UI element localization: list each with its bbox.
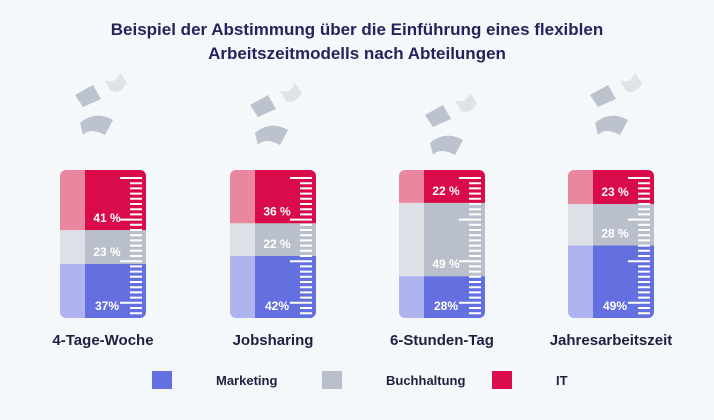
bar-segment-light [60,230,85,264]
category-label: 4-Tage-Woche [52,332,153,349]
data-label: 49 % [432,257,460,271]
paper-decoration-icon [75,73,127,135]
data-label: 22 % [263,237,291,251]
bar-jahresarbeitszeit [568,170,654,318]
paper-sheet [595,115,628,135]
title-line-1: Beispiel der Abstimmung über die Einführ… [110,20,604,39]
bar-segment-light [568,245,593,318]
category-label: Jahresarbeitszeit [550,332,673,349]
bar-segment-light [60,263,85,318]
bar-4-tage-woche [60,170,146,318]
paper-sheet [80,115,113,135]
legend-swatch-marketing [152,371,172,389]
paper-decoration-icon [590,73,642,135]
bar-segment-light [399,170,424,203]
paper-sheet [455,93,477,112]
legend-swatch-it [492,371,512,389]
data-label: 41 % [93,211,121,225]
chart-title: Beispiel der Abstimmung über die Einführ… [0,18,714,66]
paper-sheet [75,85,101,107]
paper-sheet [105,73,127,92]
bar-segment-it [424,170,485,203]
legend-label-it: IT [556,373,568,388]
bar-segment-light [60,170,85,231]
bar-jobsharing [230,170,316,318]
data-label: 49% [603,299,627,313]
data-label: 23 % [93,245,121,259]
paper-sheet [590,85,616,107]
bar-segment-light [568,204,593,246]
legend-swatch-buchhaltung [322,371,342,389]
paper-sheet [280,83,302,102]
data-label: 42% [265,299,289,313]
paper-sheet [255,125,288,145]
data-label: 37% [95,299,119,313]
legend-label-marketing: Marketing [216,373,277,388]
bar-segment-light [230,223,255,256]
paper-sheet [430,135,463,155]
data-label: 28% [434,299,458,313]
legend-label-buchhaltung: Buchhaltung [386,373,465,388]
bar-segment-light [399,276,424,318]
category-label: Jobsharing [233,332,314,349]
data-label: 36 % [263,204,291,218]
data-label: 22 % [432,184,460,198]
paper-decoration-icon [425,93,477,155]
bar-segment-light [230,170,255,224]
bar-6-stunden-tag [399,170,485,318]
data-label: 23 % [601,185,629,199]
category-label: 6-Stunden-Tag [390,332,494,349]
data-label: 28 % [601,226,629,240]
title-line-2: Arbeitszeitmodells nach Abteilungen [208,44,506,63]
paper-sheet [425,105,451,127]
paper-sheet [250,95,276,117]
paper-decoration-icon [250,83,302,145]
bar-segment-light [568,170,593,205]
paper-sheet [620,73,642,92]
bar-segment-light [230,255,255,318]
bar-segment-light [399,202,424,277]
